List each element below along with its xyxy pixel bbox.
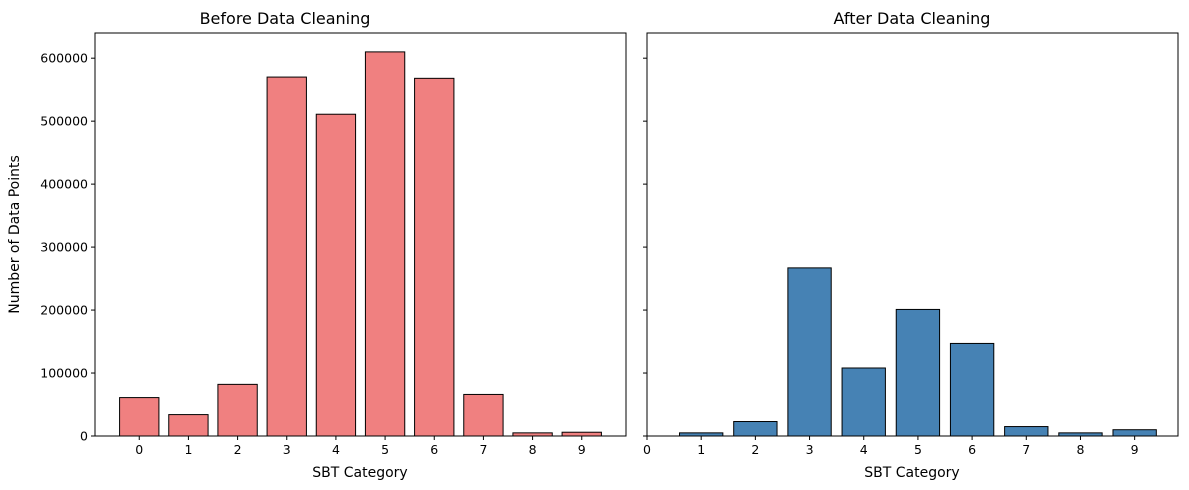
tick-layer: 0 1 2 3 4 5 6 7 8 9: [643, 57, 1139, 457]
y-axis-label: Number of Data Points: [7, 155, 23, 314]
bar-category-9: [561, 431, 602, 437]
bar-category-6: [949, 342, 995, 437]
bar-category-6: [414, 77, 455, 437]
x-tick-label: 2: [234, 442, 242, 457]
panel-after-cleaning: After Data Cleaning 0 1 2 3 4 5 6 7 8 9 SBT Categ…: [643, 9, 1179, 481]
panel-before-cleaning: Before Data Cleaning 0 1 2 3 4 5 6 7 8 9 0 100000 20…: [7, 9, 627, 481]
x-tick-label: 1: [697, 442, 705, 457]
x-tick-label: 4: [332, 442, 340, 457]
bar-category-3: [266, 76, 307, 437]
bar-category-5: [895, 308, 941, 437]
chart-title: Before Data Cleaning: [200, 9, 371, 28]
x-tick-label: 7: [479, 442, 487, 457]
chart-title: After Data Cleaning: [834, 9, 991, 28]
y-tick-label: 300000: [40, 240, 88, 255]
bar-category-2: [733, 421, 778, 437]
bar-category-2: [217, 383, 258, 437]
x-tick-label: 9: [578, 442, 586, 457]
bar-category-4: [315, 113, 357, 437]
y-tick-label: 500000: [40, 114, 88, 129]
bar-category-5: [364, 51, 406, 437]
x-tick-label: 4: [860, 442, 868, 457]
x-tick-label: 6: [968, 442, 976, 457]
plot-area: [646, 32, 1179, 437]
tick-layer: 0 1 2 3 4 5 6 7 8 9 0 100000 200000 300000 400000 50000…: [40, 51, 585, 457]
bar-category-4: [841, 367, 886, 437]
x-axis-label: SBT Category: [312, 465, 407, 481]
y-tick-label: 600000: [40, 51, 88, 66]
y-tick-label: 100000: [40, 366, 88, 381]
bar-category-7: [1004, 426, 1049, 437]
x-tick-label: 1: [184, 442, 192, 457]
x-tick-label: 8: [529, 442, 537, 457]
x-tick-label: 0: [135, 442, 143, 457]
x-tick-label: 5: [381, 442, 389, 457]
bar-layer: [119, 51, 602, 437]
bar-category-7: [463, 393, 504, 437]
plot-area: [94, 32, 627, 437]
bar-category-0: [119, 397, 160, 437]
bar-layer: [679, 267, 1157, 437]
x-tick-label: 7: [1022, 442, 1030, 457]
x-tick-label: 6: [430, 442, 438, 457]
x-tick-label: 3: [283, 442, 291, 457]
y-tick-label: 400000: [40, 177, 88, 192]
bar-category-3: [787, 267, 832, 437]
x-tick-label: 5: [914, 442, 922, 457]
x-tick-label: 0: [643, 442, 651, 457]
x-tick-label: 8: [1076, 442, 1084, 457]
bar-category-9: [1112, 429, 1157, 437]
y-tick-label: 0: [80, 429, 88, 444]
x-tick-label: 3: [806, 442, 814, 457]
bar-category-1: [168, 414, 209, 437]
x-axis-label: SBT Category: [864, 465, 959, 481]
y-tick-label: 200000: [40, 303, 88, 318]
x-tick-label: 2: [751, 442, 759, 457]
x-tick-label: 9: [1131, 442, 1139, 457]
